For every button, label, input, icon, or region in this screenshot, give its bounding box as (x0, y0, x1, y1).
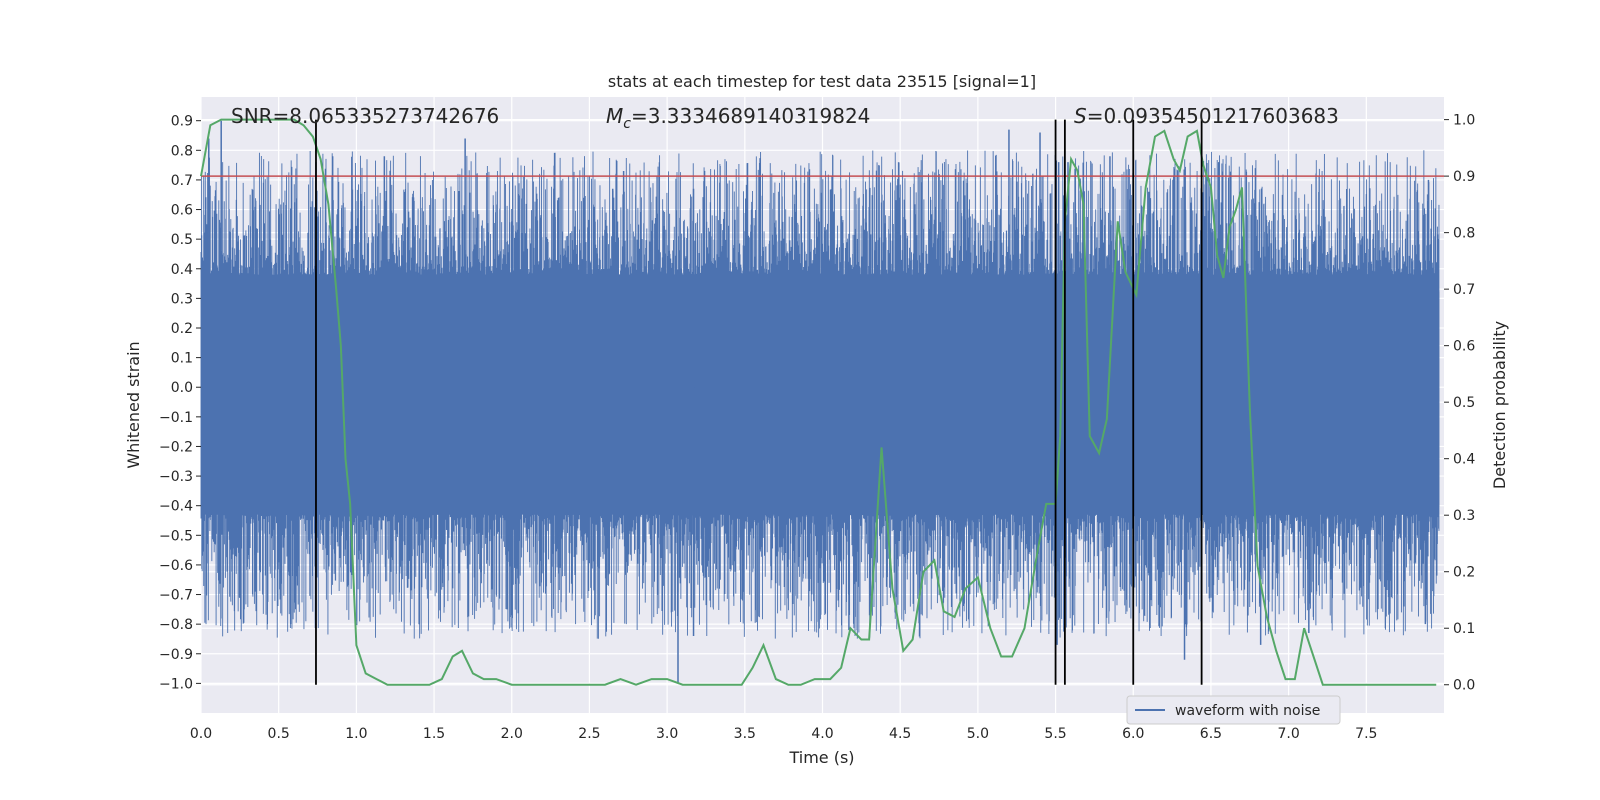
y-axis-left-label: Whitened strain (124, 341, 143, 468)
x-tick-label: 5.5 (1044, 726, 1066, 742)
x-tick-label: 5.0 (967, 726, 989, 742)
y-left-tick-label: 0.6 (171, 203, 193, 219)
x-tick-label: 2.0 (501, 726, 523, 742)
y-right-tick-label: 1.0 (1453, 113, 1475, 129)
mc-subscript: c (623, 116, 631, 132)
legend-box (1126, 695, 1341, 725)
y-axis-left-ticks: 0.9 0.8 0.7 0.6 0.5 0.4 0.3 0.2 0.1 0.0 −0.1 −0.2 −0… (159, 114, 201, 692)
y-right-tick-label: 0.3 (1453, 508, 1475, 524)
detection-probability-series (200, 118, 1437, 686)
s-value: =0.09354501217603683 (1087, 104, 1339, 128)
y-left-tick-label: 0.9 (171, 114, 193, 130)
y-left-tick-label: 0.0 (171, 380, 193, 396)
chart-title: stats at each timestep for test data 235… (608, 72, 1036, 91)
x-tick-label: 6.0 (1122, 726, 1144, 742)
x-tick-label: 2.5 (578, 726, 600, 742)
x-axis-ticks: 0.0 0.5 1.0 1.5 2.0 2.5 3.0 3.5 4.0 4.5 5.0 5.5 6.0 6… (190, 726, 1378, 742)
y-right-tick-label: 0.6 (1453, 339, 1475, 355)
y-left-tick-label: −0.9 (159, 647, 193, 663)
x-tick-label: 7.5 (1355, 726, 1377, 742)
y-left-tick-label: −0.1 (159, 410, 193, 426)
y-left-tick-label: −0.3 (159, 469, 193, 485)
legend: waveform with noise (1126, 695, 1341, 725)
y-left-tick-label: 0.4 (171, 262, 193, 278)
y-left-tick-label: −1.0 (159, 676, 193, 692)
y-axis-right-label: Detection probability (1490, 321, 1509, 489)
waveform-trace (200, 150, 1440, 639)
s-symbol: S (1074, 104, 1087, 128)
s-annotation: S=0.09354501217603683 (1074, 104, 1339, 128)
y-right-tick-label: 0.8 (1453, 226, 1475, 242)
x-tick-label: 4.5 (889, 726, 911, 742)
y-right-tick-label: 0.1 (1453, 621, 1475, 637)
x-tick-label: 4.0 (811, 726, 833, 742)
y-left-tick-label: −0.6 (159, 558, 193, 574)
y-left-tick-label: 0.8 (171, 143, 193, 159)
snr-annotation: SNR=8.065335273742676 (231, 104, 499, 128)
y-left-tick-label: 0.3 (171, 291, 193, 307)
y-right-tick-label: 0.2 (1453, 565, 1475, 581)
legend-label: waveform with noise (1175, 703, 1320, 719)
y-left-tick-label: −0.4 (159, 499, 193, 515)
x-tick-label: 3.0 (656, 726, 678, 742)
y-left-tick-label: 0.7 (171, 173, 193, 189)
x-tick-label: 0.5 (268, 726, 290, 742)
mc-value: =3.3334689140319824 (631, 104, 870, 128)
y-left-tick-label: −0.8 (159, 617, 193, 633)
x-tick-label: 1.0 (345, 726, 367, 742)
detection-probability-line (200, 118, 1437, 686)
y-right-tick-label: 0.5 (1453, 395, 1475, 411)
y-right-tick-label: 0.9 (1453, 169, 1475, 185)
x-tick-label: 3.5 (734, 726, 756, 742)
event-vertical-lines (315, 119, 1203, 685)
y-left-tick-label: −0.7 (159, 588, 193, 604)
y-right-tick-label: 0.4 (1453, 452, 1475, 468)
y-right-tick-label: 0.0 (1453, 678, 1475, 694)
x-tick-label: 1.5 (423, 726, 445, 742)
mc-symbol: M (606, 104, 623, 128)
y-left-tick-label: 0.5 (171, 232, 193, 248)
y-left-tick-label: −0.2 (159, 439, 193, 455)
y-left-tick-label: 0.1 (171, 351, 193, 367)
y-axis-right-ticks: 1.0 0.9 0.8 0.7 0.6 0.5 0.4 0.3 0.2 0.1 0.0 (1444, 113, 1475, 694)
x-axis-label: Time (s) (788, 748, 854, 767)
chirp-mass-annotation: Mc=3.3334689140319824 (606, 104, 870, 132)
y-left-tick-label: 0.2 (171, 321, 193, 337)
waveform-with-noise-series (200, 120, 1440, 684)
y-left-tick-label: −0.5 (159, 528, 193, 544)
x-tick-label: 7.0 (1277, 726, 1299, 742)
y-right-tick-label: 0.7 (1453, 282, 1475, 298)
x-tick-label: 6.5 (1200, 726, 1222, 742)
x-tick-label: 0.0 (190, 726, 212, 742)
